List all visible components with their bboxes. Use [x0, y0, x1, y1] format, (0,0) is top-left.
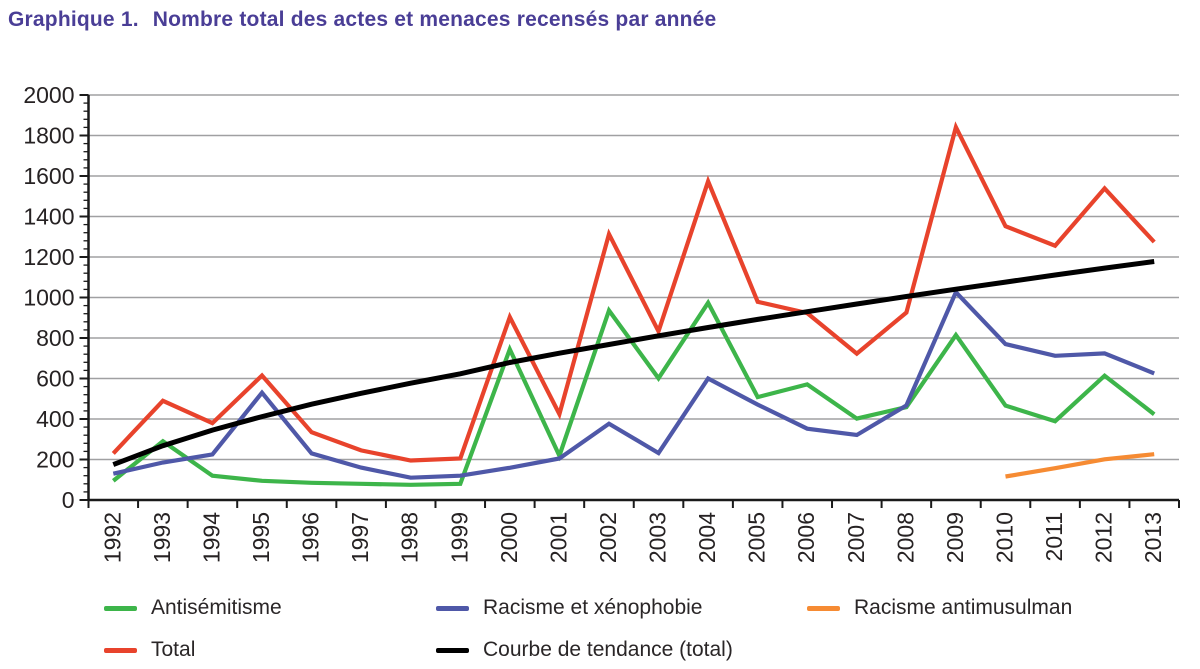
x-axis-label-1994: 1994	[198, 512, 224, 563]
y-axis-label-0: 0	[62, 487, 75, 513]
x-axis-label-2000: 2000	[496, 512, 522, 563]
series-line-2-data	[1005, 452, 1155, 479]
legend-label-tendance: Courbe de tendance (total)	[483, 638, 733, 661]
y-axis-label-800: 800	[36, 325, 74, 351]
legend-swatch-racisme-antimusulman	[807, 605, 840, 611]
legend-swatch-antisemitisme	[104, 605, 137, 611]
legend-item-tendance: Courbe de tendance (total)	[436, 638, 733, 662]
legend-item-racisme-antimusulman: Racisme antimusulman	[807, 596, 1072, 620]
legend-label-total: Total	[151, 638, 196, 661]
x-axis-label-1993: 1993	[149, 512, 175, 563]
legend-swatch-tendance	[436, 647, 469, 653]
legend-label-antisemitisme: Antisémitisme	[151, 596, 282, 619]
x-axis-label-2003: 2003	[645, 512, 671, 563]
series-line-3-data	[111, 121, 1156, 463]
y-axis-label-1000: 1000	[23, 285, 74, 311]
x-axis-label-2013: 2013	[1140, 512, 1166, 563]
x-axis-label-2011: 2011	[1041, 512, 1067, 561]
x-axis-label-2009: 2009	[942, 512, 968, 563]
y-axis-label-1600: 1600	[23, 163, 74, 189]
x-axis-label-2002: 2002	[595, 512, 621, 563]
x-axis-label-2007: 2007	[843, 512, 869, 563]
legend-label-racisme-xenophobie: Racisme et xénophobie	[483, 596, 703, 619]
x-axis-label-1992: 1992	[99, 512, 125, 563]
y-axis-label-1200: 1200	[23, 244, 74, 270]
x-axis-label-2004: 2004	[694, 512, 720, 563]
legend-swatch-racisme-xenophobie	[436, 605, 469, 611]
x-axis-label-2005: 2005	[744, 512, 770, 563]
x-axis-label-2001: 2001	[545, 512, 571, 563]
chart-title: Graphique 1. Nombre total des actes et me…	[8, 8, 716, 32]
chart-title-text: Nombre total des actes et menaces recens…	[152, 8, 717, 31]
chart-canvas: 0 200 400 600 800 1000 1200 1400 1600 1800 2000 199…	[23, 82, 1180, 563]
chart-title-number: Graphique 1.	[8, 8, 139, 31]
y-axis-label-1800: 1800	[23, 123, 74, 149]
y-axis-label-2000: 2000	[23, 82, 74, 108]
y-axis-label-200: 200	[36, 447, 74, 473]
x-axis-label-1998: 1998	[397, 512, 423, 563]
x-axis-label-2006: 2006	[793, 512, 819, 563]
legend-label-racisme-antimusulman: Racisme antimusulman	[854, 596, 1073, 619]
x-axis-label-2010: 2010	[992, 512, 1018, 563]
y-axis-label-400: 400	[36, 406, 74, 432]
series-line-0-data	[111, 298, 1156, 487]
x-axis-label-1997: 1997	[347, 512, 373, 563]
legend-swatch-total	[104, 647, 137, 653]
x-axis-label-2008: 2008	[892, 512, 918, 563]
x-axis-label-2012: 2012	[1091, 512, 1117, 563]
x-axis-label-1995: 1995	[248, 512, 274, 563]
legend-item-total: Total	[104, 638, 195, 662]
x-axis-label-1999: 1999	[446, 512, 472, 563]
series-line-1-data	[112, 288, 1155, 480]
y-axis-label-600: 600	[36, 366, 74, 392]
series-line-4-trend	[112, 259, 1155, 467]
y-axis-label-1400: 1400	[23, 204, 74, 230]
x-axis-label-1996: 1996	[298, 512, 324, 563]
legend-item-antisemitisme: Antisémitisme	[104, 596, 282, 620]
legend-item-racisme-xenophobie: Racisme et xénophobie	[436, 596, 702, 620]
